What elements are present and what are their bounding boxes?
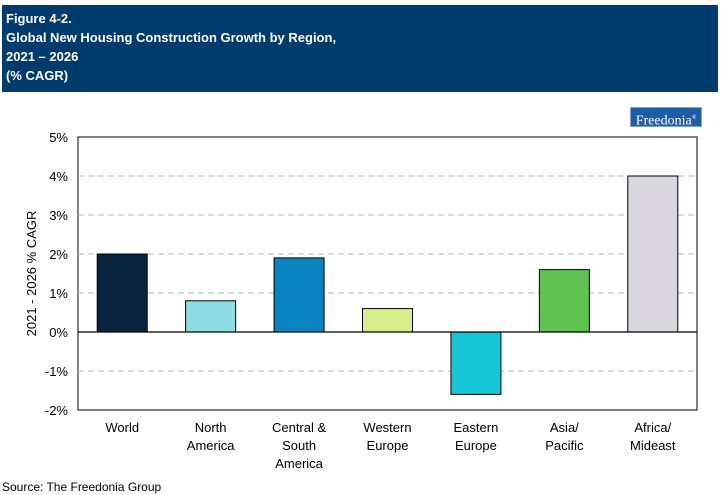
x-tick-label: North America — [187, 420, 235, 453]
bar — [185, 300, 237, 333]
x-tick-label: Central & South America — [272, 420, 327, 471]
x-tick-label: World — [105, 420, 139, 435]
bar — [538, 269, 590, 333]
y-tick-label: 2% — [49, 247, 68, 262]
freedonia-logo: Freedonia® — [630, 107, 702, 129]
figure-title-line1: Global New Housing Construction Growth b… — [6, 30, 337, 45]
y-tick-label: 4% — [49, 169, 68, 184]
logo-text: Freedonia — [635, 113, 692, 129]
y-tick-label: 1% — [49, 286, 68, 301]
figure-header: Figure 4-2. Global New Housing Construct… — [2, 5, 718, 92]
bar — [450, 331, 502, 395]
y-tick-label: -1% — [45, 364, 69, 379]
bar — [273, 257, 325, 333]
x-tick-label: Africa/Mideast — [630, 420, 676, 453]
bar — [362, 308, 413, 333]
y-tick-label: 5% — [49, 130, 68, 145]
figure-title-line2: 2021 – 2026 — [6, 49, 79, 64]
figure-label: Figure 4-2. — [6, 11, 72, 26]
bar — [96, 253, 148, 333]
y-axis-title: 2021 - 2026 % CAGR — [24, 211, 39, 337]
x-tick-label: Western Europe — [363, 420, 411, 453]
source-note: Source: The Freedonia Group — [2, 480, 162, 494]
plot-area-border — [77, 136, 698, 411]
y-tick-label: -2% — [45, 403, 69, 418]
y-tick-label: 3% — [49, 208, 68, 223]
x-tick-label: Eastern Europe — [454, 420, 499, 453]
figure-title-line3: (% CAGR) — [6, 68, 69, 83]
y-tick-label: 0% — [49, 325, 68, 340]
bar — [627, 175, 679, 333]
x-tick-label: Asia/Pacific — [545, 420, 584, 453]
